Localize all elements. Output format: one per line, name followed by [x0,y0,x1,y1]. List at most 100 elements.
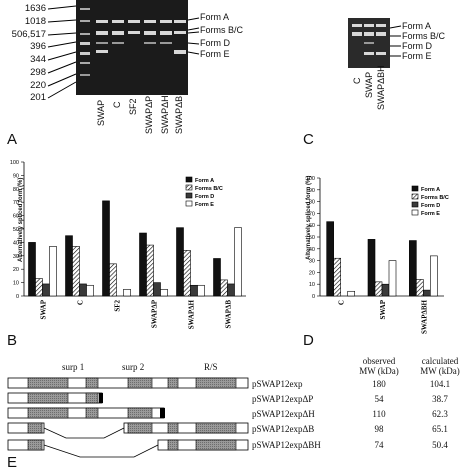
construct-calculated: 50.4 [432,440,448,450]
chart-b-bar-form-e-3 [160,288,168,297]
chart-d-category-label: C [338,300,346,305]
construct-observed: 74 [374,440,384,450]
chart-d-legend-swatch [411,209,419,216]
marker-label: 396 [30,41,46,52]
gel-a-form-label: Forms B/C [200,25,244,35]
construct-name: pSWAP12expΔH [252,409,315,419]
chart-d-tick-label: 50 [309,235,315,241]
gel-c-form-label: Form E [402,51,432,61]
header-observed-unit: MW (kDa) [359,366,399,376]
gel-a-form-label: Form D [200,38,230,48]
chart-d-tick-label: 0 [312,294,315,300]
marker-label: 1018 [24,16,46,27]
chart-d-legend: Form A Forms B/C Form D Form E [411,185,449,217]
construct-row-4-bar [7,422,249,439]
gel-c-form-label: Form D [402,41,432,51]
chart-d-bar-form-e-0 [347,290,355,297]
chart-b-category-label: SWAP [40,299,48,319]
chart-b-bar-form-a-2 [102,200,110,297]
chart-b-tick-label: 80 [13,187,19,193]
chart-b-legend-label: Form D [195,194,214,200]
chart-b-tick-label: 70 [13,200,19,206]
chart-b-legend: Form A Forms B/C Form D Form E [185,176,223,208]
panel-label-a: A [7,131,18,148]
region-label-rs: R/S [204,362,218,372]
header-calculated-unit: MW (kDa) [420,366,460,376]
construct-row-1-bar [7,377,249,389]
construct-observed: 54 [374,394,384,404]
chart-b-tick-label: 50 [13,227,19,233]
chart-d-bar-forms-b-c-0 [333,257,341,297]
construct-name: pSWAP12exp [252,379,303,389]
marker-lines [47,5,77,99]
marker-label: 506,517 [11,29,46,40]
chart-d-legend-swatch [411,201,419,208]
gel-c-form-label: Forms B/C [402,31,446,41]
region-label-surp2: surp 2 [122,362,145,372]
construct-row-2-bar [7,392,103,404]
chart-d-legend-label: Form E [421,211,440,217]
chart-d-tick-label: 60 [309,223,315,229]
gel-a-form-label: Form A [200,12,230,22]
chart-b-tick-label: 90 [13,173,19,179]
chart-d-tick-label: 30 [309,259,315,265]
chart-b-legend-swatch [185,192,193,199]
panel-label-b: B [7,332,18,349]
marker-label: 344 [30,54,46,65]
marker-label: 201 [30,92,46,103]
gel-c-form-pointers [390,25,402,57]
chart-b-tick-label: 60 [13,214,19,220]
gel-c-form-label: Form A [402,21,432,31]
gel-c [348,18,390,68]
chart-b-bar-forms-b-c-2 [109,263,117,297]
chart-b-bar-form-e-4 [197,284,205,297]
chart-b-tick-label: 40 [13,240,19,246]
header-observed: observed [362,356,396,366]
region-label-surp1: surp 1 [62,362,85,372]
chart-b-bar-form-a-0 [28,242,36,297]
chart-d-bar-form-e-2 [430,255,438,297]
chart-b-tick-label: 20 [13,267,19,273]
chart-b-bar-forms-b-c-4 [183,250,191,297]
chart-b-bar-forms-b-c-3 [146,244,154,297]
chart-d-bar-form-a-1 [367,239,376,297]
chart-b-category-label: SF2 [114,300,122,312]
chart-d-tick-label: 100 [306,176,315,182]
header-calculated: calculated [421,356,459,366]
chart-d-legend-label: Form D [421,203,440,209]
chart-b-legend-label: Forms B/C [195,186,223,192]
chart-d-legend-swatch [411,193,419,200]
construct-calculated: 65.1 [432,424,448,434]
chart-b-legend-swatch [185,184,193,191]
chart-d-legend-label: Forms B/C [421,195,449,201]
chart-d-tick-label: 70 [309,211,315,217]
chart-b-bar-form-a-5 [213,258,221,297]
chart-b-category-label: SWAPΔB [225,300,233,329]
chart-b-bar-form-e-5 [234,227,242,297]
gel-a [76,0,188,95]
chart-b-bar-forms-b-c-1 [72,246,80,297]
chart-d-category-label: SWAPΔBH [420,299,428,334]
chart-b-legend-swatch [185,176,193,183]
chart-b-tick-label: 100 [10,160,19,166]
chart-d-legend-swatch [411,185,419,192]
chart-b-bar-form-e-0 [49,246,57,297]
construct-name: pSWAP12expΔB [252,424,315,434]
construct-calculated: 104.1 [429,379,451,389]
chart-d-bar-form-e-1 [388,260,397,297]
chart-b-tick-label: 10 [13,281,19,287]
construct-observed: 98 [374,424,384,434]
marker-label: 1636 [24,3,46,14]
chart-d-legend-label: Form A [421,187,440,193]
chart-d-tick-label: 20 [309,270,315,276]
chart-b-legend-label: Form A [195,178,214,184]
chart-b-category-label: SWAPΔH [188,299,196,329]
construct-row-3-bar [7,407,165,419]
construct-row-5-bar [7,439,249,458]
panel-label-d: D [303,332,314,349]
chart-b-legend-label: Form E [195,202,214,208]
chart-d-tick-label: 10 [309,282,315,288]
chart-d-bar-forms-b-c-2 [416,279,424,297]
